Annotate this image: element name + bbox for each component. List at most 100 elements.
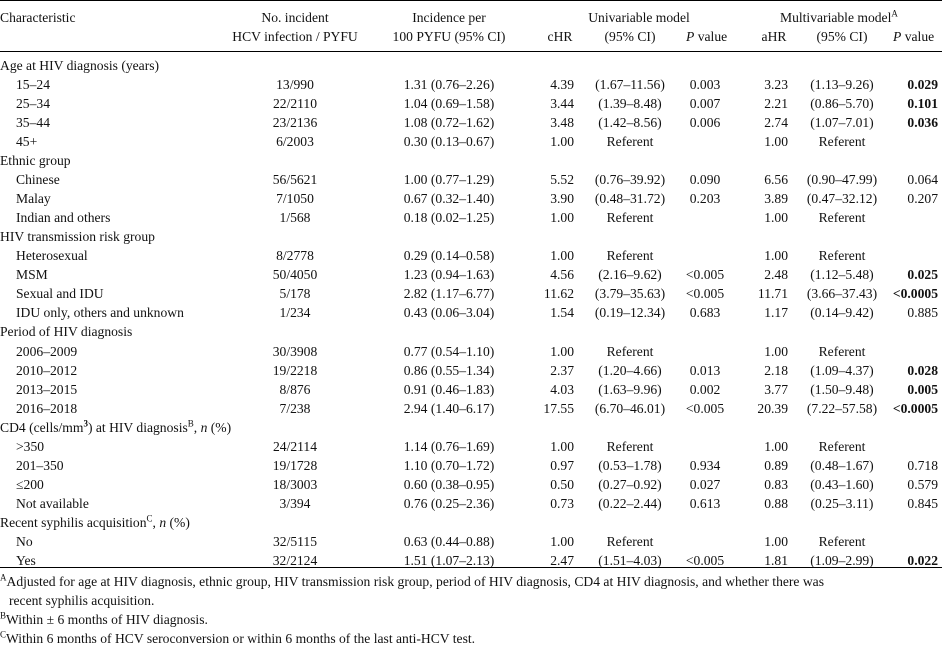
- cell-incidence: 1.23 (0.94–1.63): [403, 267, 495, 283]
- group-label-n: n: [200, 419, 208, 435]
- cell-ap: 0.036: [907, 115, 938, 131]
- cell-cci: (1.63–9.96): [598, 381, 662, 397]
- cell-cci: (2.16–9.62): [598, 267, 662, 283]
- cell-ahr: 0.88: [764, 495, 788, 511]
- table-row: 25–34 22/2110 1.04 (0.69–1.58) 3.44 (1.39–8.…: [0, 94, 942, 113]
- row-label: 2010–2012: [16, 362, 78, 378]
- footnote-a-cont: recent syphilis acquisition.: [9, 591, 154, 610]
- header-cp-value: value: [697, 29, 728, 44]
- footnote-a-text: Adjusted for age at HIV diagnosis, ethni…: [6, 574, 825, 589]
- table-row: Indian and others 1/568 0.18 (0.02–1.25) 1.…: [0, 208, 942, 227]
- cell-incident: 5/178: [279, 286, 311, 302]
- cell-ap: 0.579: [907, 476, 938, 492]
- group-label: CD4 (cells/mm3) at HIV diagnosisB, n (%): [0, 418, 231, 437]
- cell-chr: 4.39: [550, 77, 574, 92]
- row-label: 35–44: [16, 115, 50, 131]
- header-multivariable-text: Multivariable model: [780, 10, 892, 25]
- group-row: Period of HIV diagnosis: [0, 322, 942, 341]
- cell-ahr: 20.39: [757, 400, 788, 416]
- header-univariable: Univariable model: [588, 10, 690, 25]
- cell-cci: Referent: [606, 438, 654, 454]
- row-label: Chinese: [16, 172, 60, 188]
- group-label-part: (%): [166, 514, 190, 530]
- cell-incidence: 0.77 (0.54–1.10): [403, 343, 495, 359]
- cell-incidence: 0.43 (0.06–3.04): [403, 305, 495, 321]
- cell-aci: (0.14–9.42): [810, 305, 874, 321]
- cell-ahr: 1.81: [764, 552, 788, 568]
- row-label: Indian and others: [16, 210, 111, 226]
- cell-ahr: 0.83: [764, 476, 788, 492]
- cell-aci: (1.09–2.99): [810, 552, 874, 568]
- table-row: 2016–2018 7/238 2.94 (1.40–6.17) 17.55 (6.70…: [0, 399, 942, 418]
- group-label-part: (%): [207, 419, 232, 435]
- cell-incidence: 1.04 (0.69–1.58): [403, 96, 495, 112]
- cell-ahr: 0.89: [764, 457, 788, 473]
- group-label: Recent syphilis acquisitionC, n (%): [0, 513, 190, 532]
- cell-cci: Referent: [606, 134, 654, 150]
- cell-incidence: 1.51 (1.07–2.13): [403, 552, 495, 568]
- cell-cp: 0.006: [689, 115, 721, 131]
- cell-cp: 0.683: [689, 305, 721, 321]
- cell-ap: <0.0005: [892, 286, 938, 302]
- table-row: >350 24/2114 1.14 (0.76–1.69) 1.00 Referent 1…: [0, 437, 942, 456]
- cell-aci: (1.12–5.48): [810, 267, 874, 283]
- cell-incidence: 1.08 (0.72–1.62): [403, 115, 495, 131]
- table-row: MSM 50/4050 1.23 (0.94–1.63) 4.56 (2.16–9.62…: [0, 265, 942, 284]
- row-label: >350: [16, 438, 45, 454]
- table-row: Sexual and IDU 5/178 2.82 (1.17–6.77) 11.62…: [0, 284, 942, 303]
- header-incident-line2: HCV infection / PYFU: [232, 29, 358, 44]
- cell-cp: 0.027: [689, 476, 721, 492]
- cell-cci: (6.70–46.01): [594, 400, 666, 416]
- cell-ahr: 2.74: [764, 115, 788, 131]
- cell-aci: (0.86–5.70): [810, 96, 874, 112]
- superscript: 3: [83, 418, 88, 429]
- cell-cp: <0.005: [685, 552, 725, 568]
- cell-chr: 2.37: [550, 362, 574, 378]
- cell-ap: 0.064: [907, 172, 938, 188]
- cell-cci: (1.67–11.56): [595, 77, 665, 92]
- group-label-part: ) at HIV diagnosis: [87, 419, 188, 435]
- row-label: 201–350: [16, 457, 64, 473]
- cell-incident: 8/876: [279, 381, 311, 397]
- cell-incidence: 1.00 (0.77–1.29): [403, 172, 495, 188]
- cell-aci: Referent: [818, 438, 866, 454]
- header-incident-line1: No. incident: [261, 10, 329, 25]
- cell-aci: (0.90–47.99): [806, 172, 878, 188]
- cell-cp: 0.613: [689, 495, 721, 511]
- group-row: Ethnic group: [0, 151, 942, 170]
- table-row: ≤200 18/3003 0.60 (0.38–0.95) 0.50 (0.27–0.9…: [0, 475, 942, 494]
- cell-aci: (0.48–1.67): [810, 457, 874, 473]
- cell-ap: 0.029: [907, 77, 938, 92]
- cell-incident: 30/3908: [272, 343, 318, 359]
- cell-chr: 0.50: [550, 476, 574, 492]
- cell-incidence: 0.86 (0.55–1.34): [403, 362, 495, 378]
- footnote-b-text: Within ± 6 months of HIV diagnosis.: [6, 612, 208, 627]
- row-label: 2016–2018: [16, 400, 78, 416]
- row-label: 2006–2009: [16, 343, 78, 359]
- group-row: HIV transmission risk group: [0, 227, 942, 246]
- cell-ahr: 2.48: [764, 267, 788, 283]
- cell-cci: (3.79–35.63): [594, 286, 666, 302]
- cell-incident: 13/990: [276, 77, 314, 92]
- cell-ahr: 3.89: [764, 191, 788, 207]
- cell-incidence: 0.63 (0.44–0.88): [403, 533, 495, 549]
- cell-aci: (7.22–57.58): [806, 400, 878, 416]
- cell-chr: 0.73: [550, 495, 574, 511]
- cell-aci: (1.09–4.37): [810, 362, 874, 378]
- cell-ap: 0.028: [907, 362, 938, 378]
- group-row: CD4 (cells/mm3) at HIV diagnosisB, n (%): [0, 418, 942, 437]
- group-label-part: Recent syphilis acquisition: [0, 514, 147, 530]
- cell-incident: 50/4050: [272, 267, 318, 283]
- cell-cp: 0.003: [689, 77, 721, 92]
- cell-cp: 0.013: [689, 362, 721, 378]
- cell-incident: 7/238: [279, 400, 311, 416]
- table-row: 15–24 13/990 1.31 (0.76–2.26) 4.39 (1.67–11.…: [0, 75, 942, 94]
- cell-ap: 0.885: [907, 305, 938, 321]
- cell-incidence: 0.18 (0.02–1.25): [403, 210, 495, 226]
- cell-cci: Referent: [606, 248, 654, 264]
- cell-ahr: 1.00: [764, 248, 788, 264]
- row-label: Heterosexual: [16, 248, 88, 264]
- group-label-part: ,: [152, 514, 160, 530]
- row-label: IDU only, others and unknown: [16, 305, 184, 321]
- cell-aci: (0.43–1.60): [810, 476, 874, 492]
